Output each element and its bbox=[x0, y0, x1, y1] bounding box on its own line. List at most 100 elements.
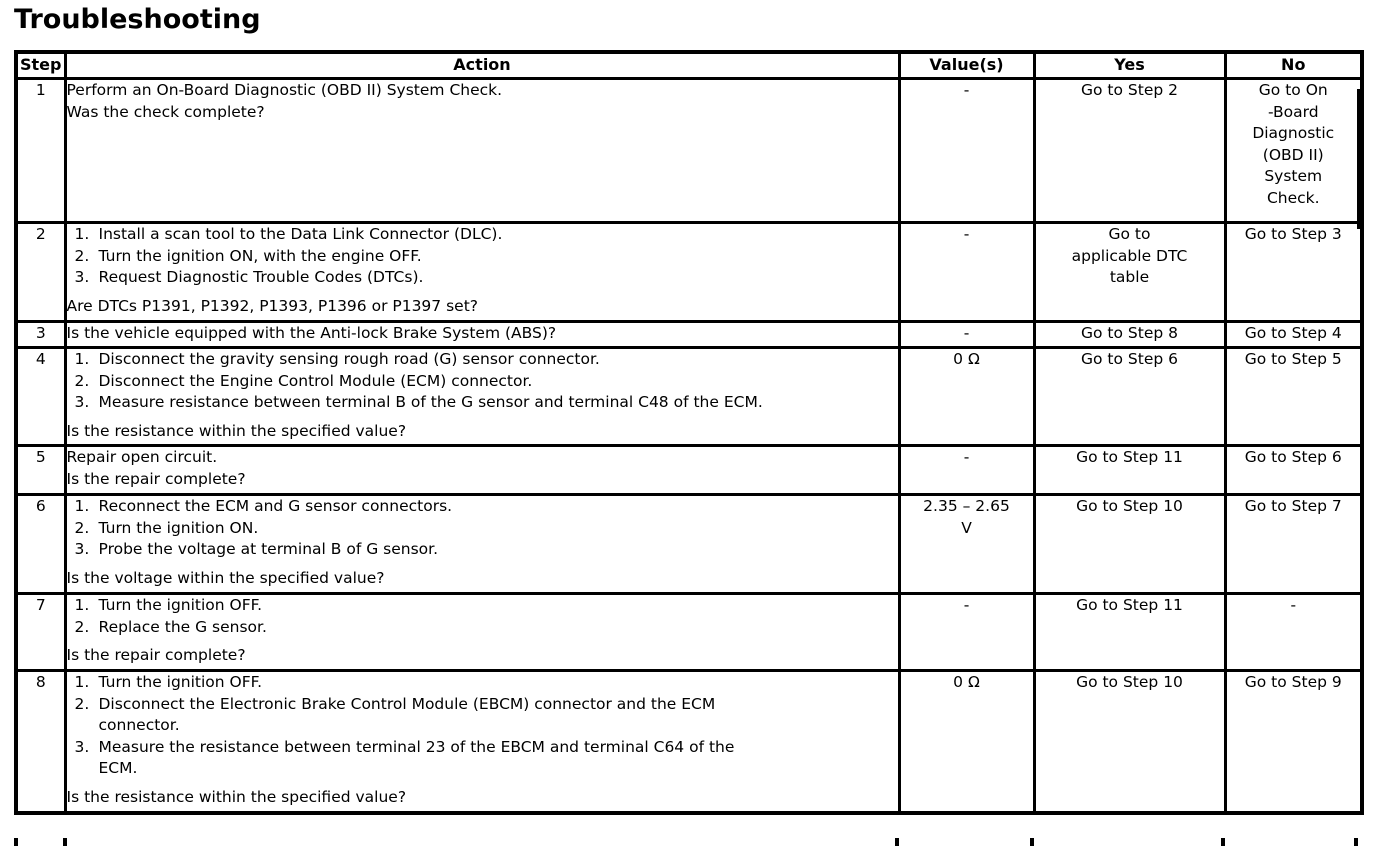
action-cell: 1. Reconnect the ECM and G sensor connect… bbox=[63, 493, 901, 595]
action-list-number: 2. bbox=[74, 694, 90, 713]
yes-cell: Go to Step 8 bbox=[1032, 320, 1227, 349]
action-list-item: 1. Reconnect the ECM and G sensor connect… bbox=[68, 497, 896, 518]
action-cell: 1. Turn the ignition OFF. 2. Replace the G … bbox=[63, 592, 901, 672]
step-cell: 3 bbox=[14, 320, 67, 349]
value-cell: 0 Ω bbox=[897, 346, 1036, 447]
no-cell: Go to Step 9 bbox=[1223, 669, 1364, 814]
action-question: Is the resistance within the specified v… bbox=[66, 421, 407, 440]
action-list-text: Turn the ignition OFF. bbox=[98, 596, 263, 615]
step-cell: 4 bbox=[14, 346, 67, 447]
action-cell: 1. Install a scan tool to the Data Link C… bbox=[63, 221, 901, 323]
action-list-item: 1. Disconnect the gravity sensing rough r… bbox=[68, 350, 896, 371]
page-title: Troubleshooting bbox=[14, 4, 261, 35]
table-row: 3 Is the vehicle equipped with the Anti-l… bbox=[14, 320, 1364, 349]
next-row-border-stub bbox=[1221, 838, 1225, 846]
action-list-number: 2. bbox=[74, 246, 90, 265]
action-list-text: Probe the voltage at terminal B of G sen… bbox=[98, 540, 439, 558]
action-list-item: 3. Probe the voltage at terminal B of G s… bbox=[68, 539, 896, 561]
step-cell: 5 bbox=[14, 444, 67, 496]
no-cell: Go to Step 3 bbox=[1223, 221, 1364, 323]
action-list-item: 2. Turn the ignition ON, with the engine … bbox=[68, 246, 896, 268]
action-list-item: 1. Turn the ignition OFF. bbox=[68, 596, 896, 617]
action-list-text: Disconnect the gravity sensing rough roa… bbox=[98, 350, 600, 369]
action-list-text: Replace the G sensor. bbox=[98, 617, 267, 636]
table-row: 1 Perform an On-Board Diagnostic (OBD II)… bbox=[14, 77, 1364, 224]
table-row: 7 1. Turn the ignition OFF. 2. Replace the G… bbox=[14, 592, 1364, 672]
action-list-item: 2. Replace the G sensor. bbox=[68, 617, 896, 639]
action-list-item: 2. Turn the ignition ON. bbox=[68, 518, 896, 540]
action-list-item: 1. Turn the ignition OFF. bbox=[68, 673, 896, 694]
action-list-text: Disconnect the Engine Control Module (EC… bbox=[98, 371, 533, 390]
action-list-text: Measure the resistance between terminal … bbox=[98, 737, 735, 778]
action-cell: Is the vehicle equipped with the Anti-lo… bbox=[63, 320, 901, 349]
col-header-no: No bbox=[1223, 50, 1364, 80]
action-line: Is the repair complete? bbox=[66, 469, 246, 488]
no-cell: Go to Step 5 bbox=[1223, 346, 1364, 447]
no-cell: Go to On -Board Diagnostic (OBD II) Syst… bbox=[1223, 77, 1364, 224]
step-cell: 2 bbox=[14, 221, 67, 323]
yes-cell: Go to Step 11 bbox=[1032, 592, 1227, 672]
troubleshooting-table: Step Action Value(s) Yes No 1 Perform an … bbox=[14, 50, 1364, 815]
action-cell: 1. Turn the ignition OFF. 2. Disconnect the… bbox=[63, 669, 901, 814]
action-cell: Repair open circuit. Is the repair comple… bbox=[63, 444, 901, 496]
next-row-border-stub bbox=[1354, 838, 1358, 846]
no-cell: Go to Step 4 bbox=[1223, 320, 1364, 349]
col-header-step: Step bbox=[14, 50, 67, 80]
action-cell: Perform an On-Board Diagnostic (OBD II) … bbox=[63, 77, 901, 224]
action-list-text: Reconnect the ECM and G sensor connector… bbox=[98, 497, 453, 516]
action-list-item: 2. Disconnect the Engine Control Module (… bbox=[68, 371, 896, 393]
next-row-border-stub bbox=[14, 838, 18, 846]
yes-cell: Go to Step 10 bbox=[1032, 669, 1227, 814]
action-list-number: 1. bbox=[74, 673, 90, 692]
action-list-item: 1. Install a scan tool to the Data Link C… bbox=[68, 225, 896, 246]
value-cell: 2.35 – 2.65 V bbox=[897, 493, 1036, 595]
value-cell: 0 Ω bbox=[897, 669, 1036, 814]
action-list-text: Request Diagnostic Trouble Codes (DTCs). bbox=[98, 268, 424, 286]
table-row: 6 1. Reconnect the ECM and G sensor connec… bbox=[14, 493, 1364, 595]
action-line: Repair open circuit. bbox=[66, 448, 218, 467]
yes-cell: Go to Step 10 bbox=[1032, 493, 1227, 595]
value-cell: - bbox=[897, 444, 1036, 496]
yes-cell: Go to applicable DTC table bbox=[1032, 221, 1227, 323]
action-list-number: 3. bbox=[74, 540, 90, 558]
step-cell: 6 bbox=[14, 493, 67, 595]
table-row: 4 1. Disconnect the gravity sensing rough … bbox=[14, 346, 1364, 447]
next-row-border-stub bbox=[63, 838, 67, 846]
value-cell: - bbox=[897, 221, 1036, 323]
action-list-number: 3. bbox=[74, 737, 90, 756]
action-line: Was the check complete? bbox=[66, 102, 265, 121]
step-cell: 7 bbox=[14, 592, 67, 672]
col-header-values: Value(s) bbox=[897, 50, 1036, 80]
action-question: Are DTCs P1391, P1392, P1393, P1396 or P… bbox=[66, 296, 478, 315]
action-list-text: Install a scan tool to the Data Link Con… bbox=[98, 225, 503, 244]
action-cell: 1. Disconnect the gravity sensing rough r… bbox=[63, 346, 901, 447]
action-list-number: 2. bbox=[74, 518, 90, 537]
table-row: 2 1. Install a scan tool to the Data Link … bbox=[14, 221, 1364, 323]
action-list-text: Turn the ignition ON. bbox=[98, 518, 259, 537]
no-cell: Go to Step 7 bbox=[1223, 493, 1364, 595]
action-list-number: 3. bbox=[74, 268, 90, 286]
row1-right-border-artifact bbox=[1357, 89, 1364, 229]
action-list-text: Turn the ignition OFF. bbox=[98, 673, 263, 692]
action-line: Is the vehicle equipped with the Anti-lo… bbox=[66, 324, 557, 343]
yes-cell: Go to Step 6 bbox=[1032, 346, 1227, 447]
action-list-number: 1. bbox=[74, 225, 90, 244]
action-list-item: 3. Measure the resistance between termina… bbox=[68, 737, 896, 780]
action-list-number: 1. bbox=[74, 350, 90, 369]
action-list-item: 3. Measure resistance between terminal B … bbox=[68, 392, 896, 414]
action-question: Is the resistance within the specified v… bbox=[66, 787, 407, 806]
no-cell: Go to Step 6 bbox=[1223, 444, 1364, 496]
step-cell: 1 bbox=[14, 77, 67, 224]
action-list-number: 2. bbox=[74, 371, 90, 390]
value-cell: - bbox=[897, 592, 1036, 672]
value-cell: - bbox=[897, 320, 1036, 349]
action-list-number: 2. bbox=[74, 617, 90, 636]
col-header-yes: Yes bbox=[1032, 50, 1227, 80]
action-question: Is the voltage within the specified valu… bbox=[66, 568, 385, 587]
action-list-number: 1. bbox=[74, 497, 90, 516]
table-row: 5 Repair open circuit. Is the repair compl… bbox=[14, 444, 1364, 496]
action-list-item: 3. Request Diagnostic Trouble Codes (DTCs… bbox=[68, 267, 896, 289]
table-header-row: Step Action Value(s) Yes No bbox=[14, 50, 1364, 80]
next-row-border-stub bbox=[1030, 838, 1034, 846]
